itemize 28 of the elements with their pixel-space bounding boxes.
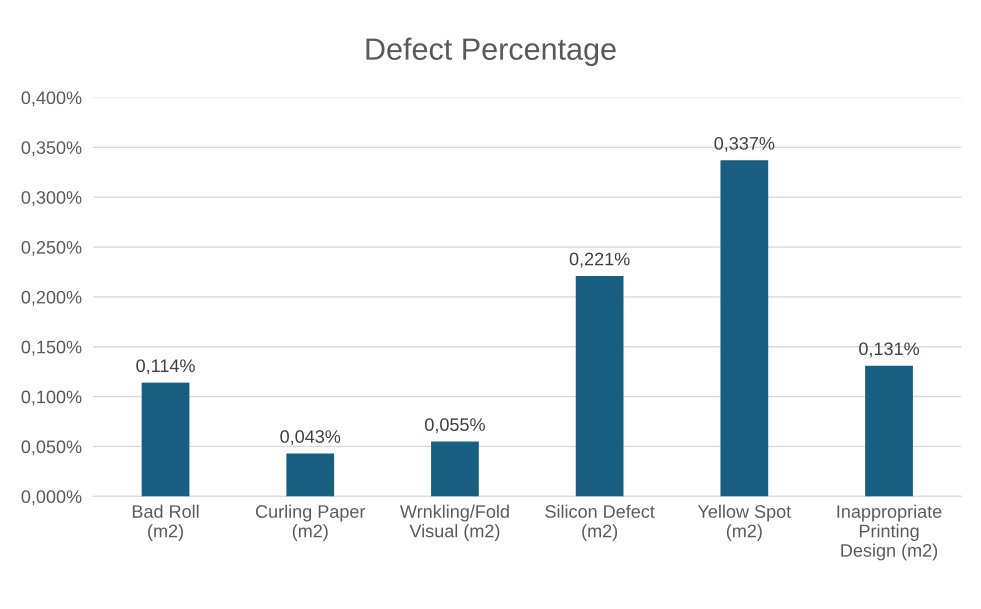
x-tick-label: Wrnkling/Fold Visual (m2) [400,504,509,541]
y-tick-label: 0,050% [22,440,82,456]
data-label: 0,337% [714,136,774,152]
x-tick-label: Curling Paper (m2) [256,504,366,541]
bar [865,366,913,496]
x-tick-label: Bad Roll (m2) [132,504,198,541]
y-tick-label: 0,000% [22,490,82,506]
y-tick-label: 0,400% [22,91,82,106]
data-label: 0,131% [859,342,920,358]
bar [286,453,334,496]
y-tick-label: 0,250% [22,240,82,256]
y-tick-label: 0,100% [22,390,82,406]
bar [576,276,624,496]
bar [142,382,190,496]
y-tick-label: 0,300% [22,191,82,206]
y-tick-label: 0,200% [22,290,82,306]
x-tick-label: Yellow Spot (m2) [698,504,792,541]
bar [720,160,768,496]
data-label: 0,221% [570,252,630,268]
data-label: 0,043% [280,430,340,446]
y-tick-label: 0,350% [22,141,82,156]
data-label: 0,055% [425,418,485,434]
chart-title: Defect Percentage [366,38,616,66]
x-tick-label: Silicon Defect (m2) [545,504,655,541]
data-label: 0,114% [136,359,195,374]
x-tick-label: Inappropriate Printing Design (m2) [838,504,942,560]
y-tick-label: 0,150% [22,340,82,356]
bar [431,441,479,496]
